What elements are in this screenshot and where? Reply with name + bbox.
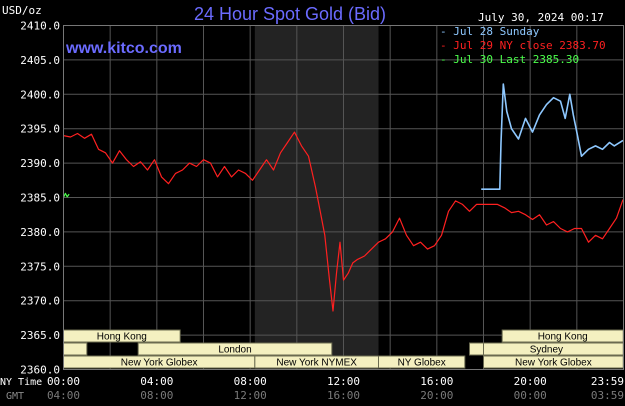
market-session-label: London [218, 345, 251, 356]
series-line-2 [63, 131, 624, 312]
x-tick-label-gmt: 20:00 [420, 389, 453, 402]
x-tick-label-gmt: 12:00 [234, 389, 267, 402]
market-session-label: NY Globex [398, 358, 446, 369]
market-session-label: Hong Kong [97, 332, 147, 343]
y-tick-label: 2405.0 [20, 54, 60, 67]
y-tick-label: 2375.0 [20, 260, 60, 273]
ny-time-row-label: NY Time [0, 377, 42, 388]
x-axis-ticks: 00:00 04:00 08:00 12:00 16:00 20:00 23:5904:00… [47, 375, 624, 402]
x-tick-label-gmt: 03:59 [591, 389, 624, 402]
y-tick-label: 2395.0 [20, 123, 60, 136]
x-tick-label-gmt: 04:00 [47, 389, 80, 402]
market-session-bar [469, 342, 484, 356]
chart-title: 24 Hour Spot Gold (Bid) [194, 4, 386, 24]
timestamp: July 30, 2024 00:17 [478, 11, 604, 24]
y-tick-label: 2380.0 [20, 226, 60, 239]
x-tick-label-ny: 04:00 [140, 375, 173, 388]
legend-entry: - Jul 30 Last 2385.30 [440, 53, 579, 66]
plot-border [63, 25, 624, 370]
x-tick-label-ny: 00:00 [47, 375, 80, 388]
y-tick-label: 2360.0 [20, 364, 60, 377]
series-line-3 [62, 192, 70, 198]
legend-entry: - Jul 29 NY close 2383.70 [440, 39, 606, 52]
market-session-label: Hong Kong [538, 332, 588, 343]
x-tick-label-gmt: 16:00 [327, 389, 360, 402]
y-tick-label: 2390.0 [20, 157, 60, 170]
market-session-label: New York NYMEX [276, 358, 357, 369]
gmt-row-label: GMT [6, 391, 24, 402]
market-bars: Hong Kong Hong Kong London Sydney New York G… [63, 329, 624, 369]
y-tick-label: 2365.0 [20, 329, 60, 342]
y-tick-label: 2410.0 [20, 20, 60, 33]
grid [63, 25, 624, 370]
y-tick-label: 2370.0 [20, 295, 60, 308]
market-session-bar [63, 342, 88, 356]
x-tick-label-ny: 12:00 [327, 375, 360, 388]
x-tick-label-ny: 23:59 [591, 375, 624, 388]
y-axis-ticks: 2410.0 2405.0 2400.0 2395.0 2390.0 2385.0 2380… [20, 20, 60, 377]
x-tick-label-ny: 20:00 [514, 375, 547, 388]
legend: - Jul 28 Sunday- Jul 29 NY close 2383.70… [440, 25, 606, 66]
market-session-bar [137, 342, 333, 356]
x-tick-label-ny: 08:00 [234, 375, 267, 388]
x-tick-label-gmt: 00:00 [514, 389, 547, 402]
watermark-url: www.kitco.com [65, 40, 182, 57]
y-tick-label: 2385.0 [20, 192, 60, 205]
market-session-label: New York Globex [515, 358, 592, 369]
series-lines [62, 83, 624, 312]
legend-entry: - Jul 28 Sunday [440, 25, 540, 38]
x-tick-label-ny: 16:00 [420, 375, 453, 388]
market-session-label: Sydney [530, 345, 563, 356]
x-tick-label-gmt: 08:00 [140, 389, 173, 402]
market-session-label: New York Globex [121, 358, 198, 369]
y-tick-label: 2400.0 [20, 88, 60, 101]
series-line-1 [481, 83, 624, 190]
market-session-bar [378, 355, 466, 369]
y-axis-unit-label: USD/oz [2, 4, 42, 17]
